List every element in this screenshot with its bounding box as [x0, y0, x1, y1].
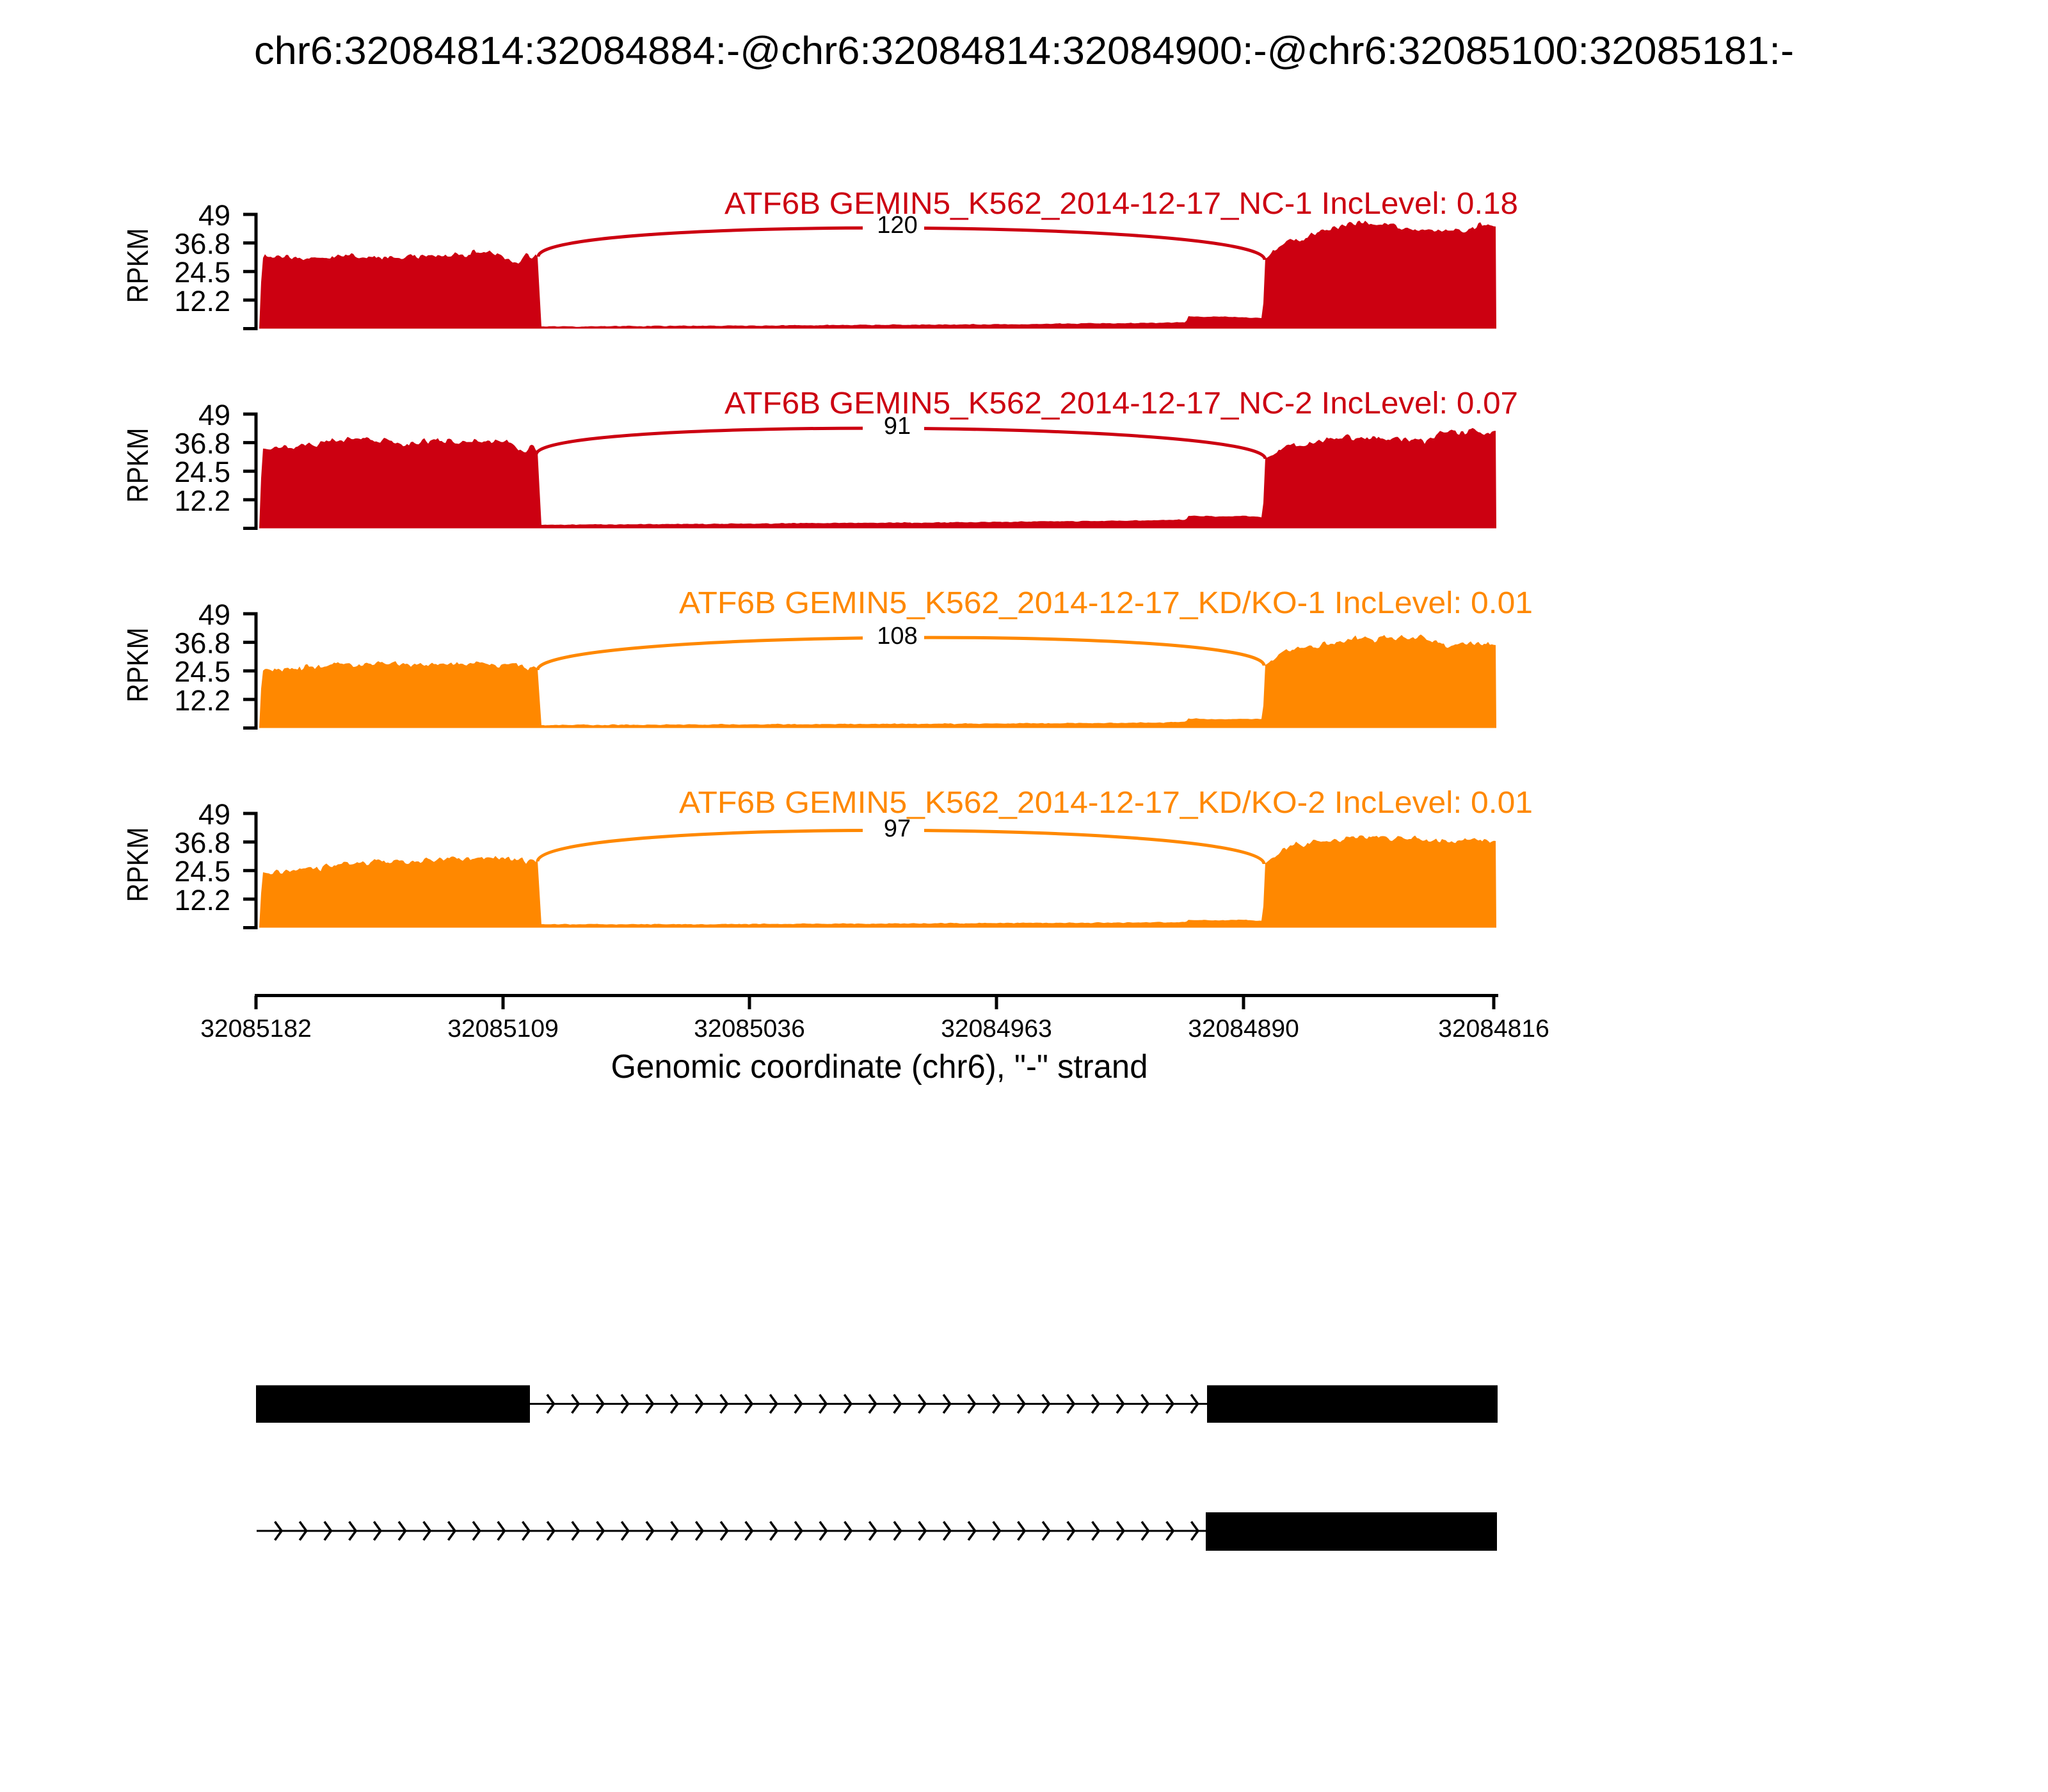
- svg-text:49: 49: [198, 399, 230, 431]
- svg-text:91: 91: [884, 413, 911, 440]
- svg-text:49: 49: [198, 798, 230, 831]
- svg-text:RPKM: RPKM: [121, 828, 154, 902]
- svg-text:ATF6B GEMIN5_K562_2014-12-17_K: ATF6B GEMIN5_K562_2014-12-17_KD/KO-2 Inc…: [679, 786, 1533, 820]
- svg-text:RPKM: RPKM: [121, 428, 154, 503]
- svg-text:36.8: 36.8: [174, 827, 230, 860]
- svg-text:12.2: 12.2: [174, 684, 230, 717]
- svg-text:ATF6B GEMIN5_K562_2014-12-17_N: ATF6B GEMIN5_K562_2014-12-17_NC-2 IncLev…: [724, 387, 1518, 420]
- svg-text:36.8: 36.8: [174, 228, 230, 260]
- svg-text:32084963: 32084963: [941, 1015, 1052, 1043]
- svg-text:36.8: 36.8: [174, 428, 230, 460]
- svg-text:RPKM: RPKM: [121, 628, 154, 703]
- svg-text:108: 108: [877, 623, 917, 650]
- svg-text:12.2: 12.2: [174, 484, 230, 517]
- svg-text:Genomic coordinate (chr6), "-": Genomic coordinate (chr6), "-" strand: [611, 1048, 1148, 1085]
- svg-text:24.5: 24.5: [174, 655, 230, 688]
- svg-text:97: 97: [884, 815, 911, 842]
- svg-text:36.8: 36.8: [174, 627, 230, 660]
- svg-text:RPKM: RPKM: [121, 228, 154, 303]
- svg-text:32085036: 32085036: [694, 1015, 805, 1043]
- svg-text:32085109: 32085109: [447, 1015, 559, 1043]
- svg-text:chr6:32084814:32084884:-@chr6:: chr6:32084814:32084884:-@chr6:32084814:3…: [254, 29, 1794, 72]
- svg-text:32084890: 32084890: [1188, 1015, 1299, 1043]
- svg-text:49: 49: [198, 598, 230, 631]
- svg-text:24.5: 24.5: [174, 456, 230, 488]
- svg-text:32084816: 32084816: [1438, 1015, 1549, 1043]
- svg-text:12.2: 12.2: [174, 285, 230, 317]
- svg-text:49: 49: [198, 199, 230, 232]
- svg-text:ATF6B GEMIN5_K562_2014-12-17_K: ATF6B GEMIN5_K562_2014-12-17_KD/KO-1 Inc…: [679, 586, 1533, 620]
- svg-text:ATF6B GEMIN5_K562_2014-12-17_N: ATF6B GEMIN5_K562_2014-12-17_NC-1 IncLev…: [724, 187, 1518, 221]
- svg-text:24.5: 24.5: [174, 855, 230, 888]
- svg-text:12.2: 12.2: [174, 884, 230, 916]
- svg-text:32085182: 32085182: [200, 1015, 312, 1043]
- svg-text:120: 120: [877, 212, 917, 239]
- svg-text:24.5: 24.5: [174, 256, 230, 289]
